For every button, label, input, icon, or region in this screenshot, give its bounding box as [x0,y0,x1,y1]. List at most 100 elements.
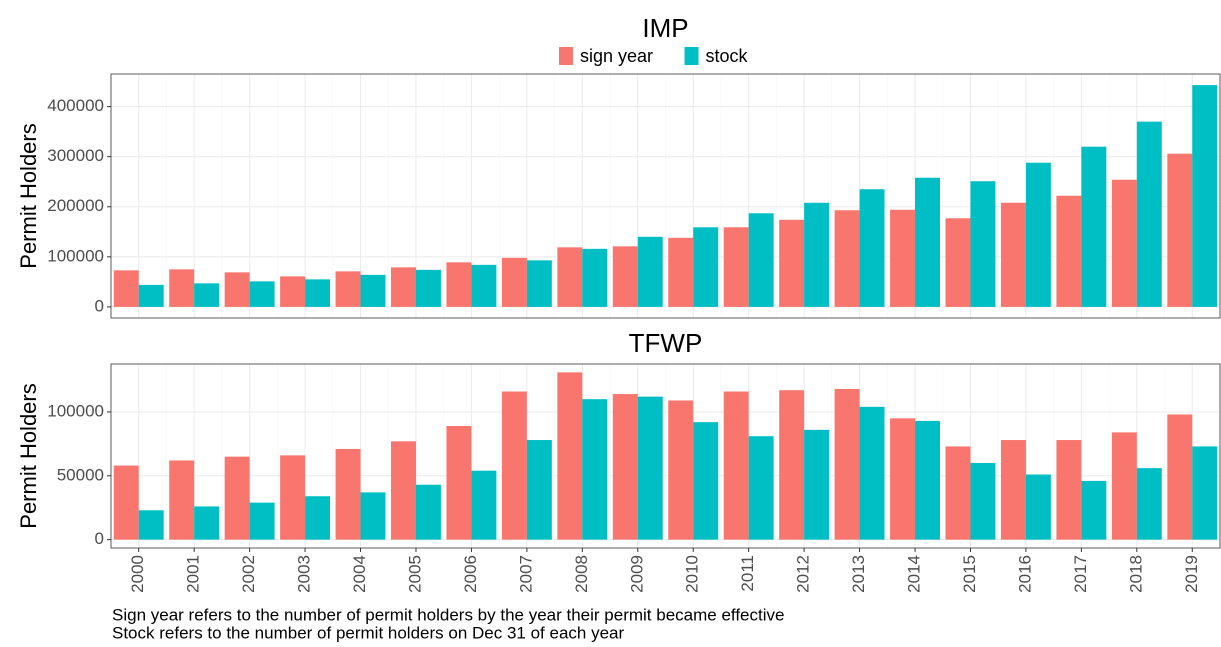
x-tick-label: 2004 [350,555,369,593]
legend-swatch [559,47,573,65]
bar [1000,202,1026,307]
bar [391,441,416,540]
bar [138,510,164,540]
bar [1192,446,1218,540]
x-tick-label: 2006 [461,555,480,593]
bar [280,276,306,307]
bar [501,257,527,307]
x-tick-label: 2007 [516,555,535,593]
bar [113,270,139,307]
x-tick-label: 2010 [683,555,702,593]
bar [446,262,472,307]
y-axis-label: Permit Holders [16,383,41,528]
x-tick-label: 2016 [1015,555,1034,593]
y-tick-label: 200000 [47,196,104,215]
bar [1025,474,1051,540]
y-tick-label: 300000 [47,146,104,165]
bar [557,372,583,540]
bar [1000,440,1026,540]
bar [194,506,220,540]
x-tick-label: 2018 [1126,555,1145,593]
bar [1136,468,1162,540]
x-tick-label: 2002 [239,555,258,593]
bar [637,396,663,540]
bar [582,248,608,307]
bar [224,272,250,307]
bar [668,400,694,540]
bar [890,209,916,307]
bar [526,440,552,540]
bar [305,496,331,540]
bar [335,448,361,540]
x-tick-label: 2015 [960,555,979,593]
y-tick-label: 50000 [57,465,104,484]
bar [779,219,805,307]
bar [249,502,275,540]
bar [471,264,497,307]
bar [224,456,250,540]
chart-title: TFWP [629,328,703,358]
x-tick-label: 2003 [295,555,314,593]
bar [1136,121,1162,307]
bar [1025,162,1051,307]
bar [526,260,552,307]
bar [582,399,608,540]
bar [890,418,916,540]
bar [1192,85,1218,307]
bar [1111,432,1137,540]
bar [249,281,275,307]
bar [1167,153,1193,307]
bar [360,274,386,307]
panel-border [110,363,1221,549]
x-tick-label: 2008 [572,555,591,593]
bar [305,279,331,307]
bar [471,470,497,540]
bar [1081,480,1107,540]
legend-label: stock [706,46,749,66]
x-tick-label: 2005 [405,555,424,593]
note: Stock refers to the number of permit hol… [112,623,624,642]
bar [804,202,830,307]
bar [748,436,774,540]
bar [169,460,195,540]
x-tick-label: 2013 [849,555,868,593]
bar [804,429,830,540]
legend-label: sign year [580,46,653,66]
y-axis-label: Permit Holders [16,123,41,268]
bar [446,425,472,540]
bar [834,210,860,307]
bar [1167,414,1193,540]
bar [779,390,805,540]
bar [945,446,971,540]
bar [834,388,860,540]
bar [637,236,663,307]
x-tick-label: 2011 [738,555,757,592]
bar [415,484,441,540]
x-tick-label: 2017 [1071,555,1090,593]
note: Sign year refers to the number of permit… [112,605,784,624]
x-tick-label: 2012 [794,555,813,593]
bar [557,247,583,307]
y-tick-label: 400000 [47,96,104,115]
bar [391,267,416,307]
bar [194,283,220,307]
legend-swatch [684,47,699,65]
y-tick-label: 0 [95,529,104,548]
bar [859,406,885,540]
bar [280,455,306,540]
bar [138,284,164,307]
bar [1056,195,1082,307]
bar [113,465,139,540]
bar [748,213,774,307]
bar [945,218,971,307]
bar [612,246,638,307]
bar [668,237,694,307]
bar [415,269,441,307]
x-tick-label: 2014 [905,555,924,593]
bar [501,391,527,540]
bar [1081,146,1107,307]
panel-border [110,73,1221,319]
bar [859,189,885,307]
bar [1056,440,1082,540]
